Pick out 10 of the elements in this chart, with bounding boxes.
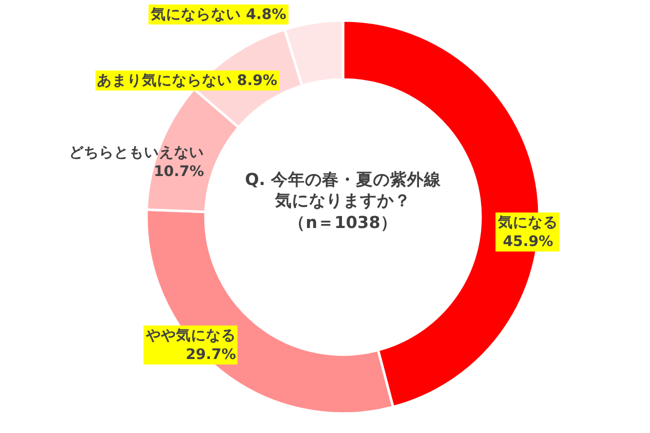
slice-label: どちらともいえない — [69, 145, 204, 161]
data-label: 45.9% — [502, 234, 554, 250]
text: （n＝1038） — [288, 212, 398, 234]
slice-label: あまり気にならない 8.9% — [97, 72, 278, 89]
text: Q. 今年の春・夏の紫外線気になりますか？ — [244, 169, 442, 212]
slice-label: 気にならない 4.8% — [150, 6, 287, 23]
slice-label: やや気になる — [145, 327, 236, 344]
slice-label: 気になる — [497, 214, 558, 231]
data-label: 29.7% — [186, 346, 236, 363]
data-label: 10.7% — [154, 164, 204, 180]
